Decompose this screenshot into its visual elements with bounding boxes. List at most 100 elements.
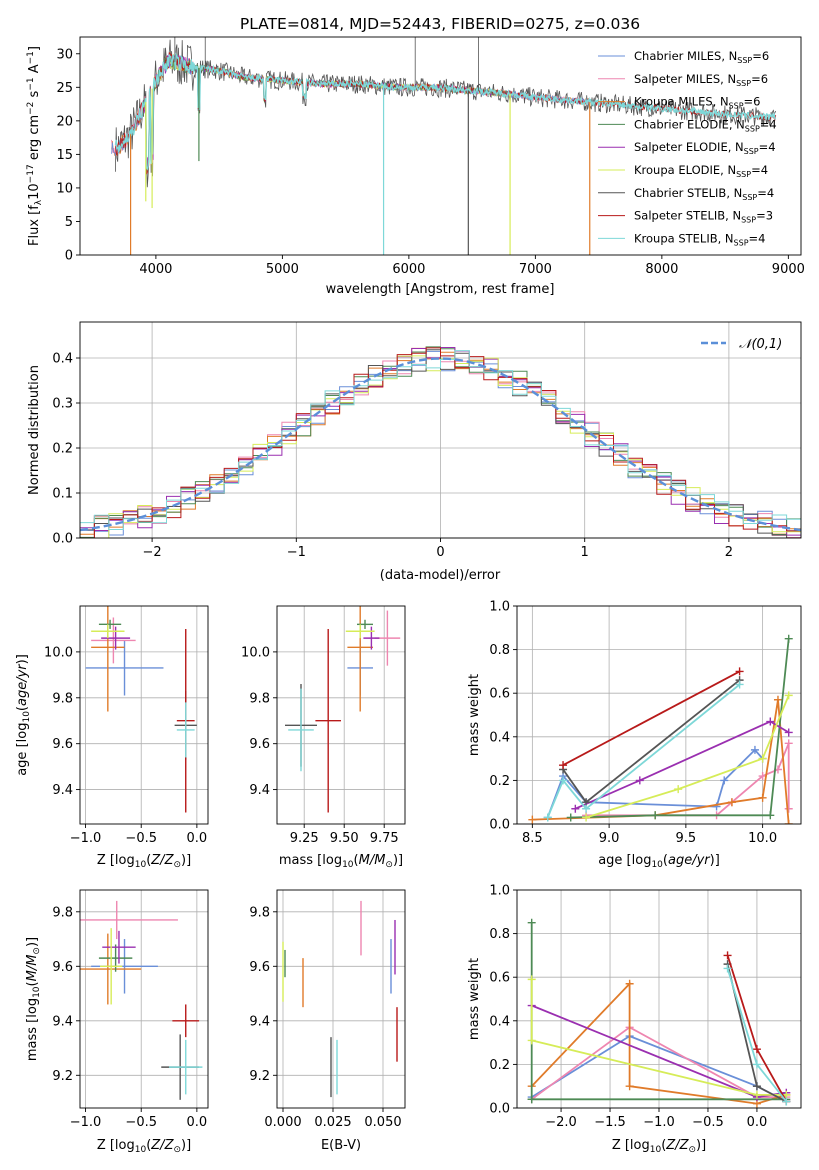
- weight-marker: [674, 785, 683, 794]
- axes-spectrum: 4000 5000 6000 7000 8000 9000 0 5 10 15 20 25 30 wave…: [26, 36, 805, 297]
- weight-marker: [566, 813, 575, 822]
- x-tick-label: 7000: [519, 262, 552, 277]
- y-tick-label: 9.8: [52, 905, 73, 920]
- y-tick-label: 5: [65, 215, 73, 230]
- y-tick-label: 10.0: [44, 645, 73, 660]
- axes-residuals: −2 −1 0 1 2 0.0 0.1 0.2 0.3 0.4 (data-model)/error…: [27, 321, 802, 583]
- legend-sub: SSP: [742, 193, 757, 202]
- y-tick-label: 20: [56, 114, 73, 129]
- x-tick-label: −2.0: [545, 1115, 577, 1130]
- label-part: 10: [32, 986, 42, 998]
- x-tick-label: 5000: [266, 262, 299, 277]
- weight-line: [530, 979, 787, 1096]
- y-tick-label: 9.8: [52, 691, 73, 706]
- y-tick-label: 9.6: [249, 960, 270, 975]
- label-part: λ: [34, 199, 44, 205]
- label-part: age [log: [598, 853, 651, 868]
- x-tick-label: 10.0: [748, 831, 777, 846]
- legend-text: Salpeter MILES, N: [634, 72, 736, 86]
- label-part: mass [log: [279, 853, 342, 868]
- label-part: 10: [651, 860, 663, 870]
- plot-area-age_vs_Z: [85, 606, 197, 813]
- x-tick-label: −0.5: [125, 831, 157, 846]
- legend-text: Chabrier MILES, N: [634, 49, 737, 63]
- x-tick-label: 0.0: [187, 831, 208, 846]
- histogram-step: [80, 347, 801, 538]
- overlay-age_vs_Z: −1.0 −0.5 0.09.49.69.810.0Z [log10(Z/Z⊙)]a…: [15, 605, 209, 870]
- x-axis-label: wavelength [Angstrom, rest frame]: [326, 282, 555, 297]
- label-part: Z [log: [612, 1138, 650, 1153]
- axes-age_vs_Z: −1.0 −0.5 0.09.49.69.810.0Z [log10(Z/Z⊙)]a…: [15, 605, 209, 870]
- y-tick-label: 9.8: [249, 691, 270, 706]
- y-axis-label: mass weight: [467, 958, 482, 1040]
- label-part: Z [log: [97, 853, 135, 868]
- y-axis-label: Normed distribution: [27, 365, 42, 495]
- y-tick-label: 9.6: [249, 737, 270, 752]
- x-tick-label: 8000: [645, 262, 678, 277]
- histogram-step: [80, 350, 801, 536]
- y-tick-label: 0.4: [489, 730, 510, 745]
- label-part: 10: [342, 860, 354, 870]
- axes-frame: [79, 36, 802, 256]
- x-tick-label: 9.5: [676, 831, 697, 846]
- y-tick-label: 1.0: [489, 600, 510, 615]
- weight-marker: [625, 979, 634, 988]
- label-part: erg cm: [27, 115, 42, 164]
- y-tick-label: 0.2: [489, 1058, 510, 1073]
- weight-marker: [752, 1082, 761, 1091]
- label-part: A: [27, 64, 42, 77]
- legend-tail: =4: [760, 117, 777, 131]
- weight-marker: [752, 1045, 761, 1054]
- y-tick-label: 0.4: [489, 1014, 510, 1029]
- label-part: )]: [393, 853, 403, 868]
- legend-entry: Chabrier MILES, NSSP=6: [634, 49, 769, 65]
- y-tick-label: 0.0: [52, 532, 73, 547]
- x-tick-label: −1.0: [70, 831, 102, 846]
- label-part: 10: [27, 183, 42, 200]
- label-part: mass [log: [25, 998, 40, 1061]
- weight-marker: [582, 813, 591, 822]
- weight-marker: [758, 793, 767, 802]
- label-part: mass weight: [467, 674, 482, 756]
- label-part: )]: [696, 1138, 706, 1153]
- plot-area-age_vs_mass: [285, 606, 401, 813]
- y-tick-label: 9.4: [249, 1014, 270, 1029]
- y-axis-label: Flux [fλ10−17 erg cm−2 s−1 A−1]: [26, 46, 44, 246]
- label-part: −1: [26, 51, 36, 64]
- legend-text: Kroupa STELIB, N: [634, 231, 734, 245]
- legend-text: Salpeter ELODIE, N: [634, 140, 744, 154]
- y-tick-label: 9.6: [52, 960, 73, 975]
- x-axis-label: (data-model)/error: [380, 568, 501, 583]
- weight-marker: [625, 1082, 634, 1091]
- label-part: M/M: [359, 853, 386, 868]
- legend-sub: SSP: [736, 79, 751, 88]
- gaussian-curve: [80, 357, 801, 532]
- overlay-weight_vs_Z: −2.0 −1.5 −1.0 −0.5 0.0 0.0 0.2 0.4 0.6 0.8 1.0 Z […: [467, 884, 802, 1155]
- plot-area-mass_vs_EBV: [282, 900, 398, 1098]
- legend-tail: =3: [756, 209, 773, 223]
- y-tick-label: 0.1: [52, 487, 73, 502]
- x-axis-label: Z [log10(Z/Z⊙)]: [612, 1138, 706, 1155]
- weight-marker: [752, 1090, 761, 1099]
- label-part: Z [log: [97, 1138, 135, 1153]
- y-tick-label: 0.2: [489, 774, 510, 789]
- y-tick-label: 1.0: [489, 884, 510, 899]
- weight-marker: [758, 754, 767, 763]
- x-axis-label: Z [log10(Z/Z⊙)]: [97, 1138, 191, 1155]
- y-tick-label: 0.8: [489, 643, 510, 658]
- plot-area-weight_vs_Z: [527, 918, 791, 1108]
- figure-title: PLATE=0814, MJD=52443, FIBERID=0275, z=0…: [240, 15, 640, 33]
- x-tick-label: 2: [725, 545, 733, 560]
- legend-sub: SSP: [737, 56, 752, 65]
- x-axis-label: Z [log10(Z/Z⊙)]: [97, 853, 191, 870]
- overlay-age_vs_mass: 9.25 9.50 9.75 9.4 9.6 9.8 10.0 mass [log10(M/M…: [241, 605, 406, 870]
- legend-entry: Salpeter ELODIE, NSSP=4: [634, 140, 776, 156]
- y-tick-label: 0.0: [489, 1102, 510, 1117]
- legend-tail: =4: [751, 163, 768, 177]
- weight-marker: [782, 1097, 791, 1106]
- label-part: age [log: [15, 723, 30, 776]
- label-part: )]: [15, 654, 30, 664]
- x-tick-label: 9.75: [370, 831, 399, 846]
- weight-marker: [527, 918, 536, 927]
